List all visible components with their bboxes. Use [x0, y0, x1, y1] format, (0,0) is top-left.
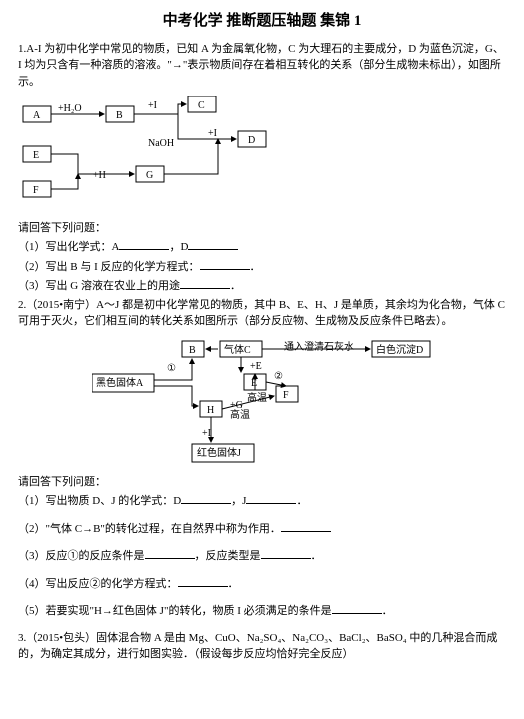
- svg-text:B: B: [189, 345, 196, 356]
- q1-s1a: （1）写出化学式：A: [18, 241, 119, 253]
- blank: [188, 238, 238, 250]
- q1-prompt: 请回答下列问题：: [18, 220, 506, 237]
- svg-text:+H₂O: +H₂O: [58, 103, 82, 114]
- svg-text:①: ①: [167, 363, 176, 374]
- q2-sub4: （4）写出反应②的化学方程式：．: [18, 575, 506, 593]
- blank: [119, 238, 169, 250]
- q2-s1a: （1）写出物质 D、J 的化学式：D: [18, 495, 181, 507]
- svg-text:+I: +I: [148, 100, 157, 111]
- svg-text:F: F: [33, 185, 39, 196]
- q2-sub3: （3）反应①的反应条件是，反应类型是．: [18, 547, 506, 565]
- svg-text:②: ②: [274, 371, 283, 382]
- svg-text:白色沉淀D: 白色沉淀D: [376, 343, 423, 356]
- q1-sub3: （3）写出 G 溶液在农业上的用途．: [18, 277, 506, 295]
- blank: [261, 547, 311, 559]
- svg-text:+I: +I: [202, 428, 211, 439]
- svg-text:NaOH: NaOH: [148, 138, 174, 149]
- svg-text:H: H: [207, 405, 214, 416]
- q1-s3: （3）写出 G 溶液在农业上的用途: [18, 280, 180, 292]
- q2-prompt: 请回答下列问题：: [18, 474, 506, 491]
- q2-sub1: （1）写出物质 D、J 的化学式：D，J．: [18, 492, 506, 510]
- svg-text:F: F: [283, 390, 289, 401]
- q2-stem: 2.（2015•南宁）A～J 都是初中化学常见的物质，其中 B、E、H、J 是单…: [18, 297, 506, 330]
- q2-sub5: （5）若要实现"H→红色固体 J"的转化，物质 I 必须满足的条件是．: [18, 602, 506, 620]
- blank: [332, 602, 382, 614]
- blank: [281, 520, 331, 532]
- svg-text:黑色固体A: 黑色固体A: [96, 376, 144, 389]
- blank: [200, 258, 250, 270]
- q1-diagram: A B C D E F G +H₂O +I NaOH +I +H: [18, 96, 506, 212]
- q2-s4: （4）写出反应②的化学方程式：: [18, 578, 178, 590]
- svg-text:E: E: [33, 150, 39, 161]
- svg-text:+H: +H: [93, 170, 106, 181]
- q2-diagram: 黑色固体A B 气体C 通入澄清石灰水 白色沉淀D E F H 红色固体J ① …: [18, 336, 506, 466]
- blank: [178, 575, 228, 587]
- svg-text:D: D: [248, 135, 255, 146]
- svg-text:C: C: [198, 100, 205, 111]
- q1-sub2: （2）写出 B 与 I 反应的化学方程式：．: [18, 258, 506, 276]
- svg-text:B: B: [116, 110, 123, 121]
- q2-s1b: ，J: [231, 495, 246, 507]
- q2-s5: （5）若要实现"H→红色固体 J"的转化，物质 I 必须满足的条件是: [18, 605, 332, 617]
- q3-stem: 3.（2015•包头）固体混合物 A 是由 Mg、CuO、Na₂SO₄、Na₂C…: [18, 630, 506, 663]
- q1-s2: （2）写出 B 与 I 反应的化学方程式：: [18, 261, 200, 273]
- q2-s3b: ，反应类型是: [195, 550, 261, 562]
- svg-text:红色固体J: 红色固体J: [197, 446, 241, 459]
- svg-text:A: A: [33, 110, 41, 121]
- q2-sub2: （2）"气体 C→B"的转化过程，在自然界中称为作用．: [18, 520, 506, 538]
- blank: [180, 277, 230, 289]
- svg-text:+E: +E: [250, 361, 262, 372]
- q2-s3a: （3）反应①的反应条件是: [18, 550, 145, 562]
- svg-text:气体C: 气体C: [224, 343, 251, 356]
- blank: [145, 547, 195, 559]
- svg-text:高温: 高温: [230, 408, 250, 421]
- q1-stem: 1.A-I 为初中化学中常见的物质，已知 A 为金属氧化物，C 为大理石的主要成…: [18, 41, 506, 91]
- svg-text:G: G: [146, 170, 153, 181]
- blank: [246, 492, 296, 504]
- q1-sub1: （1）写出化学式：A ，D: [18, 238, 506, 256]
- page-title: 中考化学 推断题压轴题 集锦 1: [18, 10, 506, 33]
- svg-text:E: E: [251, 378, 257, 389]
- q1-s1b: ，D: [169, 241, 188, 253]
- svg-text:通入澄清石灰水: 通入澄清石灰水: [284, 340, 354, 353]
- q2-s2: （2）"气体 C→B"的转化过程，在自然界中称为作用．: [18, 523, 281, 535]
- blank: [181, 492, 231, 504]
- svg-text:+I: +I: [208, 128, 217, 139]
